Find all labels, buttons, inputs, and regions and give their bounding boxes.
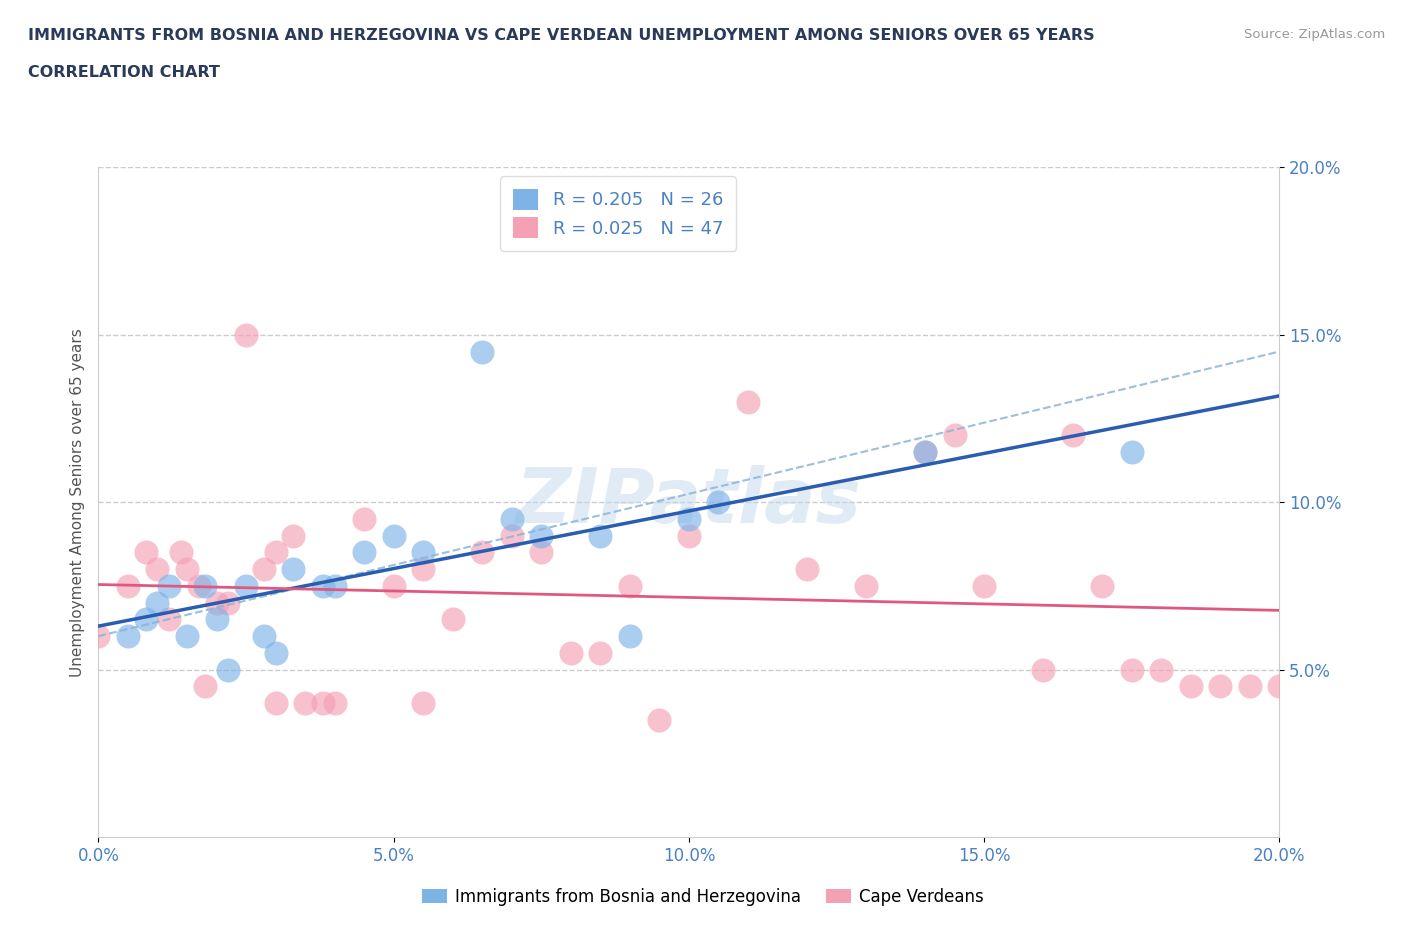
Point	[501, 528, 523, 543]
Point	[1121, 445, 1143, 459]
Point	[176, 562, 198, 577]
Point	[619, 578, 641, 593]
Point	[914, 445, 936, 459]
Point	[560, 645, 582, 660]
Point	[294, 696, 316, 711]
Point	[194, 679, 217, 694]
Text: ZIPatlas: ZIPatlas	[516, 465, 862, 539]
Point	[943, 428, 966, 443]
Point	[530, 528, 553, 543]
Point	[170, 545, 193, 560]
Point	[855, 578, 877, 593]
Legend: R = 0.205   N = 26, R = 0.025   N = 47: R = 0.205 N = 26, R = 0.025 N = 47	[501, 177, 735, 251]
Point	[737, 394, 759, 409]
Point	[146, 595, 169, 610]
Point	[312, 696, 335, 711]
Point	[441, 612, 464, 627]
Point	[412, 545, 434, 560]
Point	[678, 512, 700, 526]
Point	[1091, 578, 1114, 593]
Point	[264, 545, 287, 560]
Point	[117, 578, 139, 593]
Point	[312, 578, 335, 593]
Point	[471, 344, 494, 359]
Y-axis label: Unemployment Among Seniors over 65 years: Unemployment Among Seniors over 65 years	[69, 328, 84, 677]
Point	[283, 562, 305, 577]
Point	[1032, 662, 1054, 677]
Point	[914, 445, 936, 459]
Point	[382, 578, 405, 593]
Point	[194, 578, 217, 593]
Legend: Immigrants from Bosnia and Herzegovina, Cape Verdeans: Immigrants from Bosnia and Herzegovina, …	[415, 881, 991, 912]
Point	[707, 495, 730, 510]
Point	[382, 528, 405, 543]
Point	[1121, 662, 1143, 677]
Text: IMMIGRANTS FROM BOSNIA AND HERZEGOVINA VS CAPE VERDEAN UNEMPLOYMENT AMONG SENIOR: IMMIGRANTS FROM BOSNIA AND HERZEGOVINA V…	[28, 28, 1095, 43]
Point	[205, 595, 228, 610]
Point	[589, 528, 612, 543]
Point	[117, 629, 139, 644]
Point	[146, 562, 169, 577]
Point	[135, 545, 157, 560]
Point	[589, 645, 612, 660]
Point	[1239, 679, 1261, 694]
Point	[217, 595, 239, 610]
Point	[353, 512, 375, 526]
Point	[253, 562, 276, 577]
Point	[87, 629, 110, 644]
Point	[1268, 679, 1291, 694]
Text: Source: ZipAtlas.com: Source: ZipAtlas.com	[1244, 28, 1385, 41]
Point	[323, 578, 346, 593]
Point	[796, 562, 818, 577]
Point	[471, 545, 494, 560]
Point	[1150, 662, 1173, 677]
Point	[157, 612, 180, 627]
Point	[648, 712, 671, 727]
Point	[205, 612, 228, 627]
Point	[235, 327, 257, 342]
Point	[353, 545, 375, 560]
Point	[283, 528, 305, 543]
Point	[217, 662, 239, 677]
Point	[157, 578, 180, 593]
Point	[530, 545, 553, 560]
Text: CORRELATION CHART: CORRELATION CHART	[28, 65, 219, 80]
Point	[412, 696, 434, 711]
Point	[323, 696, 346, 711]
Point	[1209, 679, 1232, 694]
Point	[264, 645, 287, 660]
Point	[135, 612, 157, 627]
Point	[412, 562, 434, 577]
Point	[619, 629, 641, 644]
Point	[264, 696, 287, 711]
Point	[253, 629, 276, 644]
Point	[678, 528, 700, 543]
Point	[187, 578, 209, 593]
Point	[1062, 428, 1084, 443]
Point	[1180, 679, 1202, 694]
Point	[176, 629, 198, 644]
Point	[235, 578, 257, 593]
Point	[501, 512, 523, 526]
Point	[973, 578, 995, 593]
